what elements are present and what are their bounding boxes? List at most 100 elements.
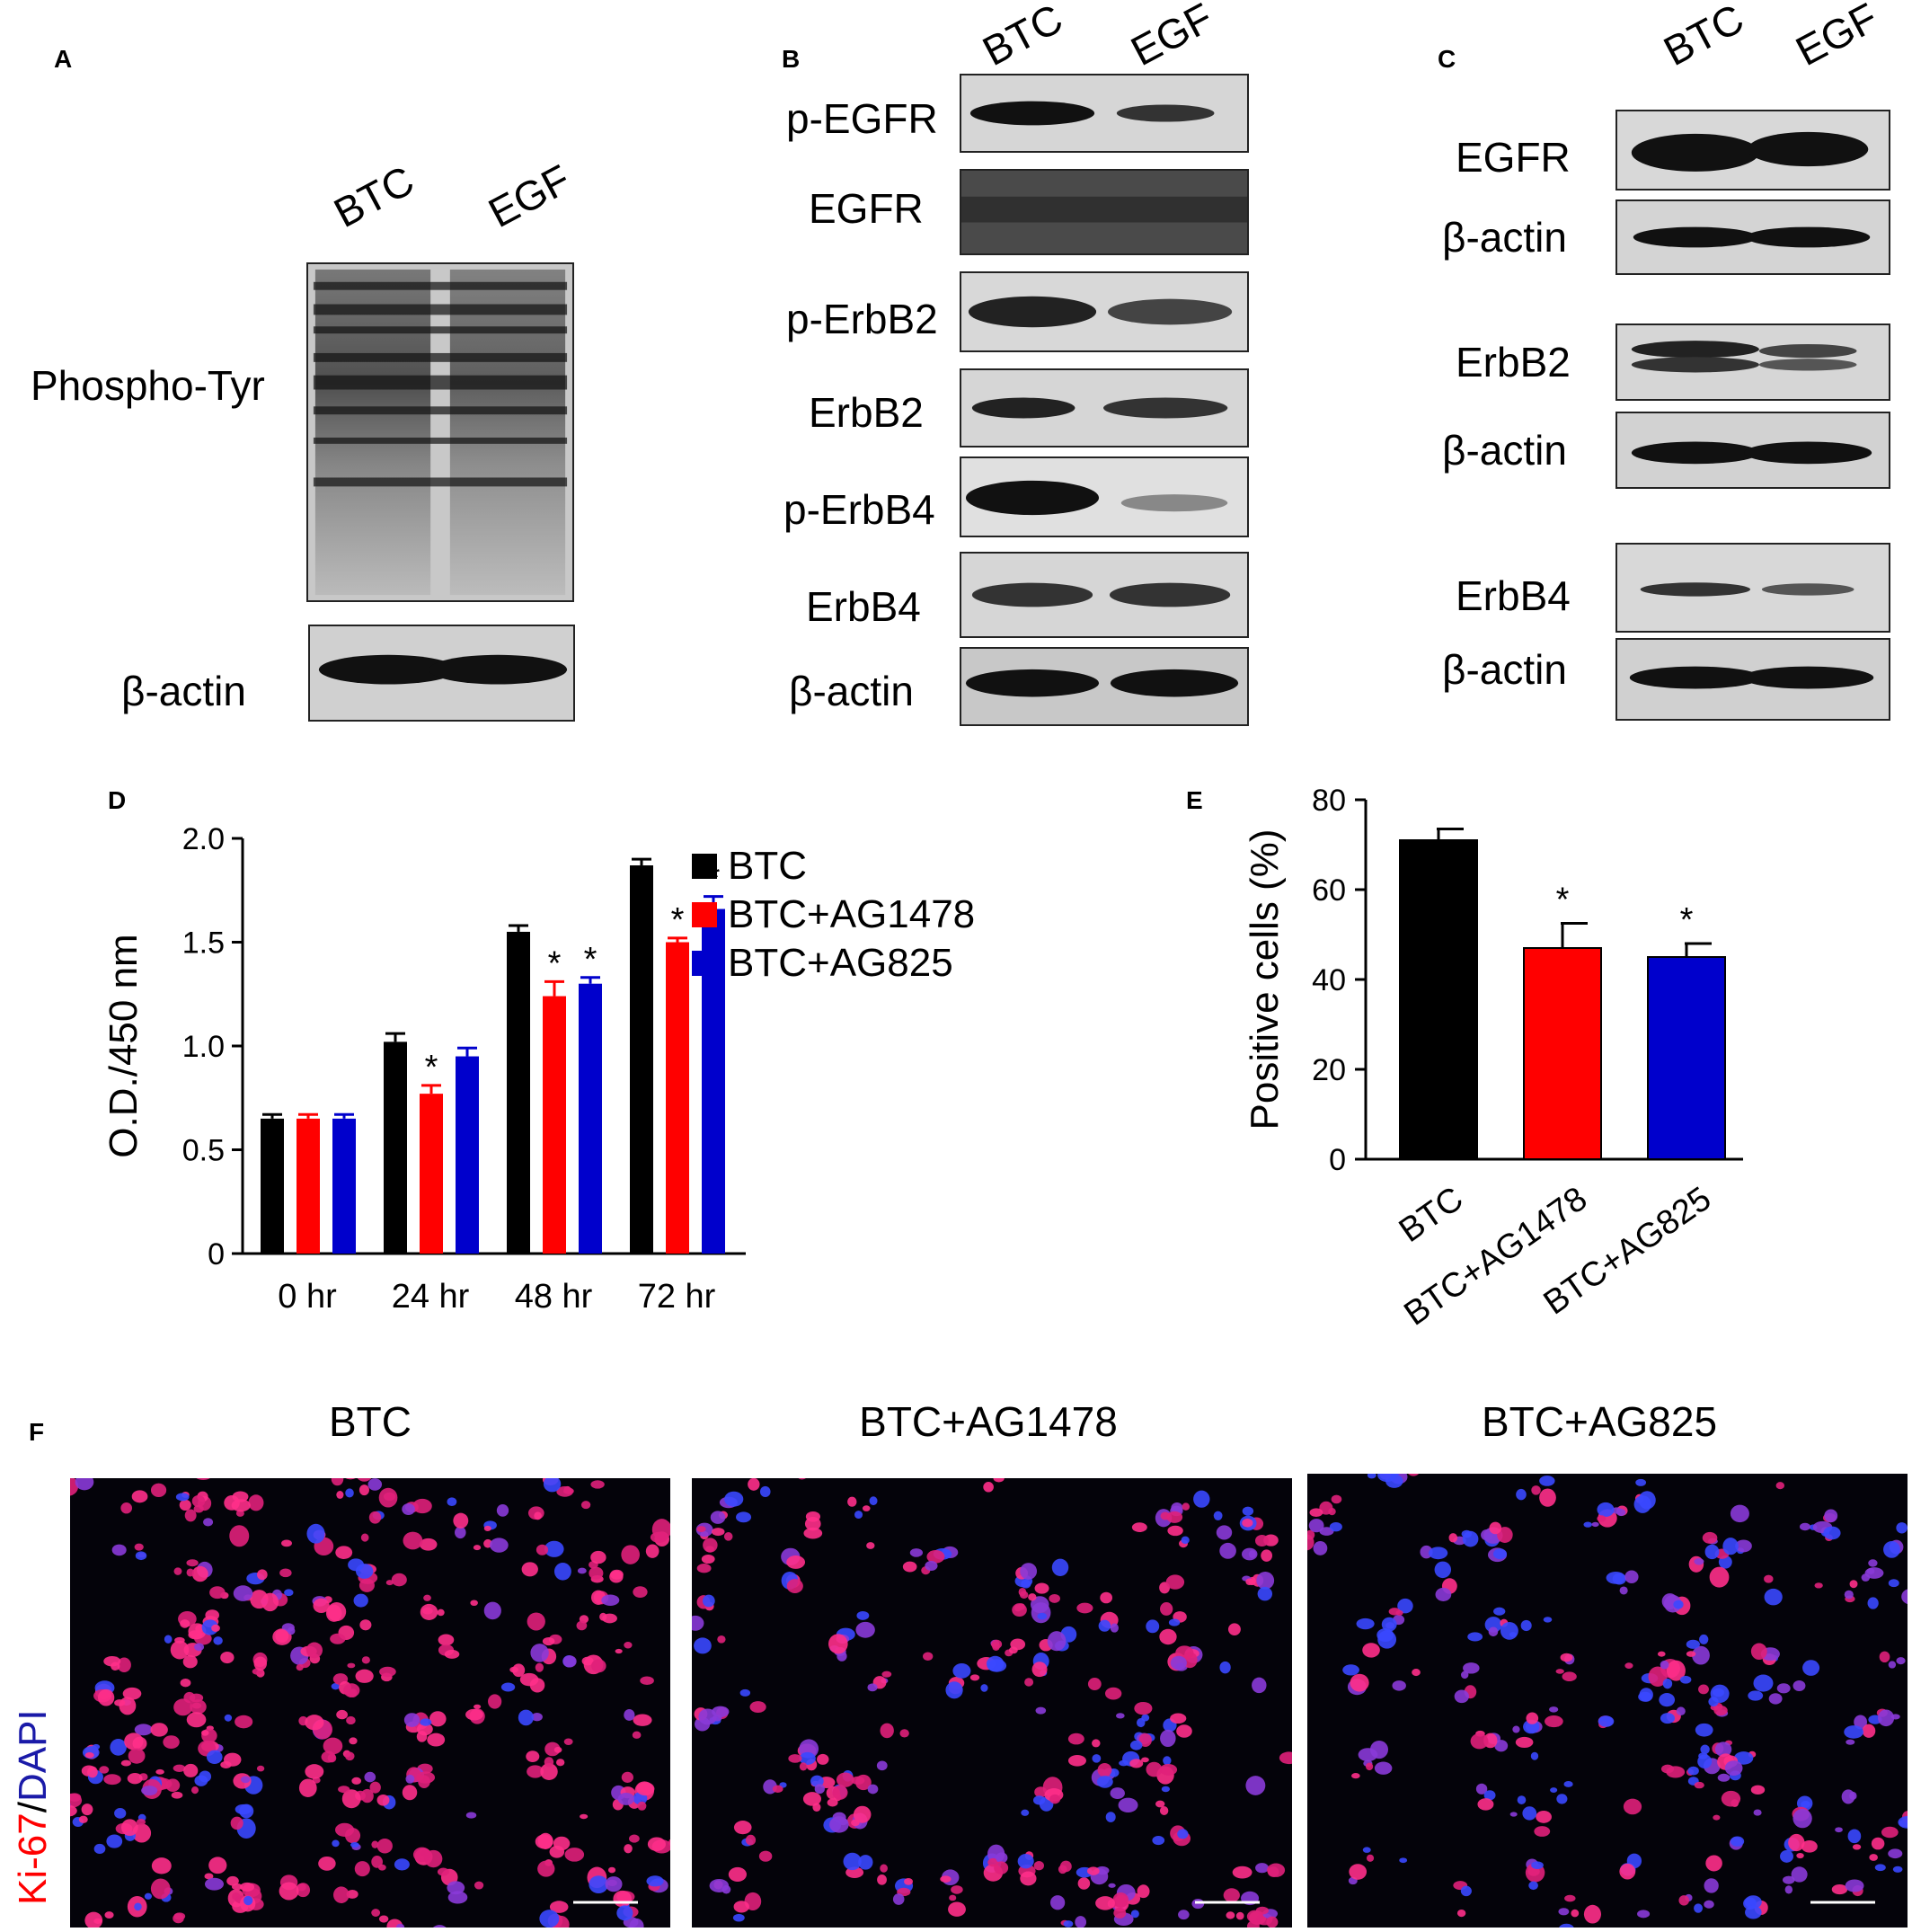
cell bbox=[1721, 1790, 1741, 1807]
cell bbox=[1033, 1860, 1045, 1871]
cell bbox=[786, 1555, 806, 1569]
cell bbox=[1160, 1729, 1176, 1748]
cell bbox=[951, 1885, 963, 1894]
stain-label-dapi: DAPI bbox=[11, 1709, 55, 1803]
cell bbox=[405, 1774, 415, 1784]
cell bbox=[364, 1771, 376, 1783]
cell bbox=[867, 1784, 879, 1795]
cell bbox=[350, 1841, 359, 1848]
cell bbox=[211, 1624, 220, 1633]
cell bbox=[357, 1478, 372, 1482]
cell bbox=[1831, 1884, 1848, 1895]
chart-e-y-tick-label: 80 bbox=[1312, 784, 1346, 818]
cell bbox=[243, 1895, 253, 1906]
cell bbox=[346, 1715, 356, 1725]
cell bbox=[733, 1821, 752, 1835]
panel-b-label-actin: β-actin bbox=[789, 668, 914, 714]
cell bbox=[1193, 1490, 1210, 1508]
cell bbox=[1163, 1756, 1172, 1766]
cell bbox=[403, 1531, 423, 1550]
cell bbox=[1556, 1794, 1568, 1804]
cell bbox=[994, 1861, 1009, 1874]
cell bbox=[1483, 1790, 1496, 1801]
cell bbox=[131, 1490, 148, 1503]
cell bbox=[465, 1812, 477, 1819]
chart-d-y-tick-label: 0 bbox=[208, 1237, 225, 1272]
panel-b-label-p-erbb2: p-ErbB2 bbox=[786, 296, 938, 342]
cell bbox=[1381, 1617, 1397, 1632]
cell bbox=[589, 1566, 604, 1580]
cell bbox=[361, 1656, 370, 1664]
cell bbox=[1517, 1795, 1527, 1804]
panel-f-title-ag1478: BTC+AG1478 bbox=[859, 1398, 1118, 1445]
cell bbox=[257, 1569, 268, 1581]
cell bbox=[194, 1643, 205, 1652]
cell bbox=[553, 1746, 562, 1753]
cell bbox=[279, 1882, 299, 1901]
cell bbox=[854, 1511, 863, 1520]
cell bbox=[1522, 1806, 1537, 1821]
cell bbox=[702, 1594, 715, 1608]
cell bbox=[1178, 1910, 1190, 1920]
cell bbox=[788, 1754, 802, 1763]
cell bbox=[1534, 1826, 1551, 1837]
chart-d-bar bbox=[297, 1118, 320, 1254]
cell bbox=[1704, 1900, 1714, 1909]
cell bbox=[1516, 1488, 1527, 1501]
cell bbox=[1182, 1502, 1191, 1511]
cell bbox=[1470, 1733, 1489, 1750]
cell bbox=[1245, 1578, 1253, 1585]
cell bbox=[331, 1478, 344, 1486]
cell bbox=[1591, 1521, 1599, 1528]
cell bbox=[240, 1882, 255, 1892]
cell bbox=[1814, 1582, 1823, 1589]
cell bbox=[174, 1636, 185, 1644]
cell bbox=[75, 1478, 94, 1491]
cell bbox=[1714, 1741, 1732, 1758]
cell bbox=[1256, 1572, 1275, 1590]
cell bbox=[732, 1913, 745, 1922]
cell bbox=[589, 1875, 608, 1894]
cell bbox=[1254, 1535, 1269, 1547]
cell bbox=[1395, 1609, 1403, 1616]
cell bbox=[92, 1743, 101, 1750]
cell bbox=[345, 1478, 356, 1480]
cell bbox=[226, 1875, 239, 1886]
chart-d-significance: * bbox=[584, 941, 598, 979]
cell bbox=[220, 1760, 232, 1768]
cell bbox=[377, 1864, 386, 1871]
cell bbox=[1678, 1895, 1689, 1906]
cell bbox=[712, 1706, 730, 1718]
panel-b-lane-egf: EGF bbox=[1123, 0, 1221, 75]
cell bbox=[1896, 1522, 1908, 1534]
cell bbox=[1624, 1662, 1633, 1669]
cell bbox=[609, 1570, 624, 1583]
cell bbox=[1660, 1660, 1669, 1670]
cell bbox=[183, 1763, 199, 1777]
cell bbox=[1846, 1739, 1855, 1745]
cell bbox=[1615, 1509, 1626, 1517]
cell bbox=[1032, 1795, 1046, 1805]
cell bbox=[253, 1656, 268, 1671]
cell bbox=[1031, 1596, 1049, 1614]
chart-d-y-tick-label: 1.5 bbox=[182, 926, 225, 961]
cell bbox=[880, 1864, 888, 1873]
cell bbox=[444, 1649, 460, 1659]
cell bbox=[1167, 1525, 1183, 1537]
cell bbox=[869, 1496, 878, 1506]
cell bbox=[351, 1777, 362, 1785]
panel-c-blot-actin-3 bbox=[1615, 638, 1890, 721]
cell bbox=[940, 1875, 952, 1883]
cell bbox=[786, 1579, 803, 1593]
chart-d-bar bbox=[420, 1094, 443, 1254]
chart-d-bar bbox=[507, 931, 530, 1254]
chart-d-significance: * bbox=[425, 1049, 438, 1086]
cell bbox=[1456, 1909, 1466, 1918]
cell bbox=[1484, 1617, 1502, 1633]
panel-a-blot-actin bbox=[308, 625, 575, 722]
cell bbox=[564, 1848, 585, 1862]
cell bbox=[519, 1672, 539, 1687]
cell bbox=[368, 1511, 382, 1524]
cell bbox=[180, 1619, 190, 1628]
